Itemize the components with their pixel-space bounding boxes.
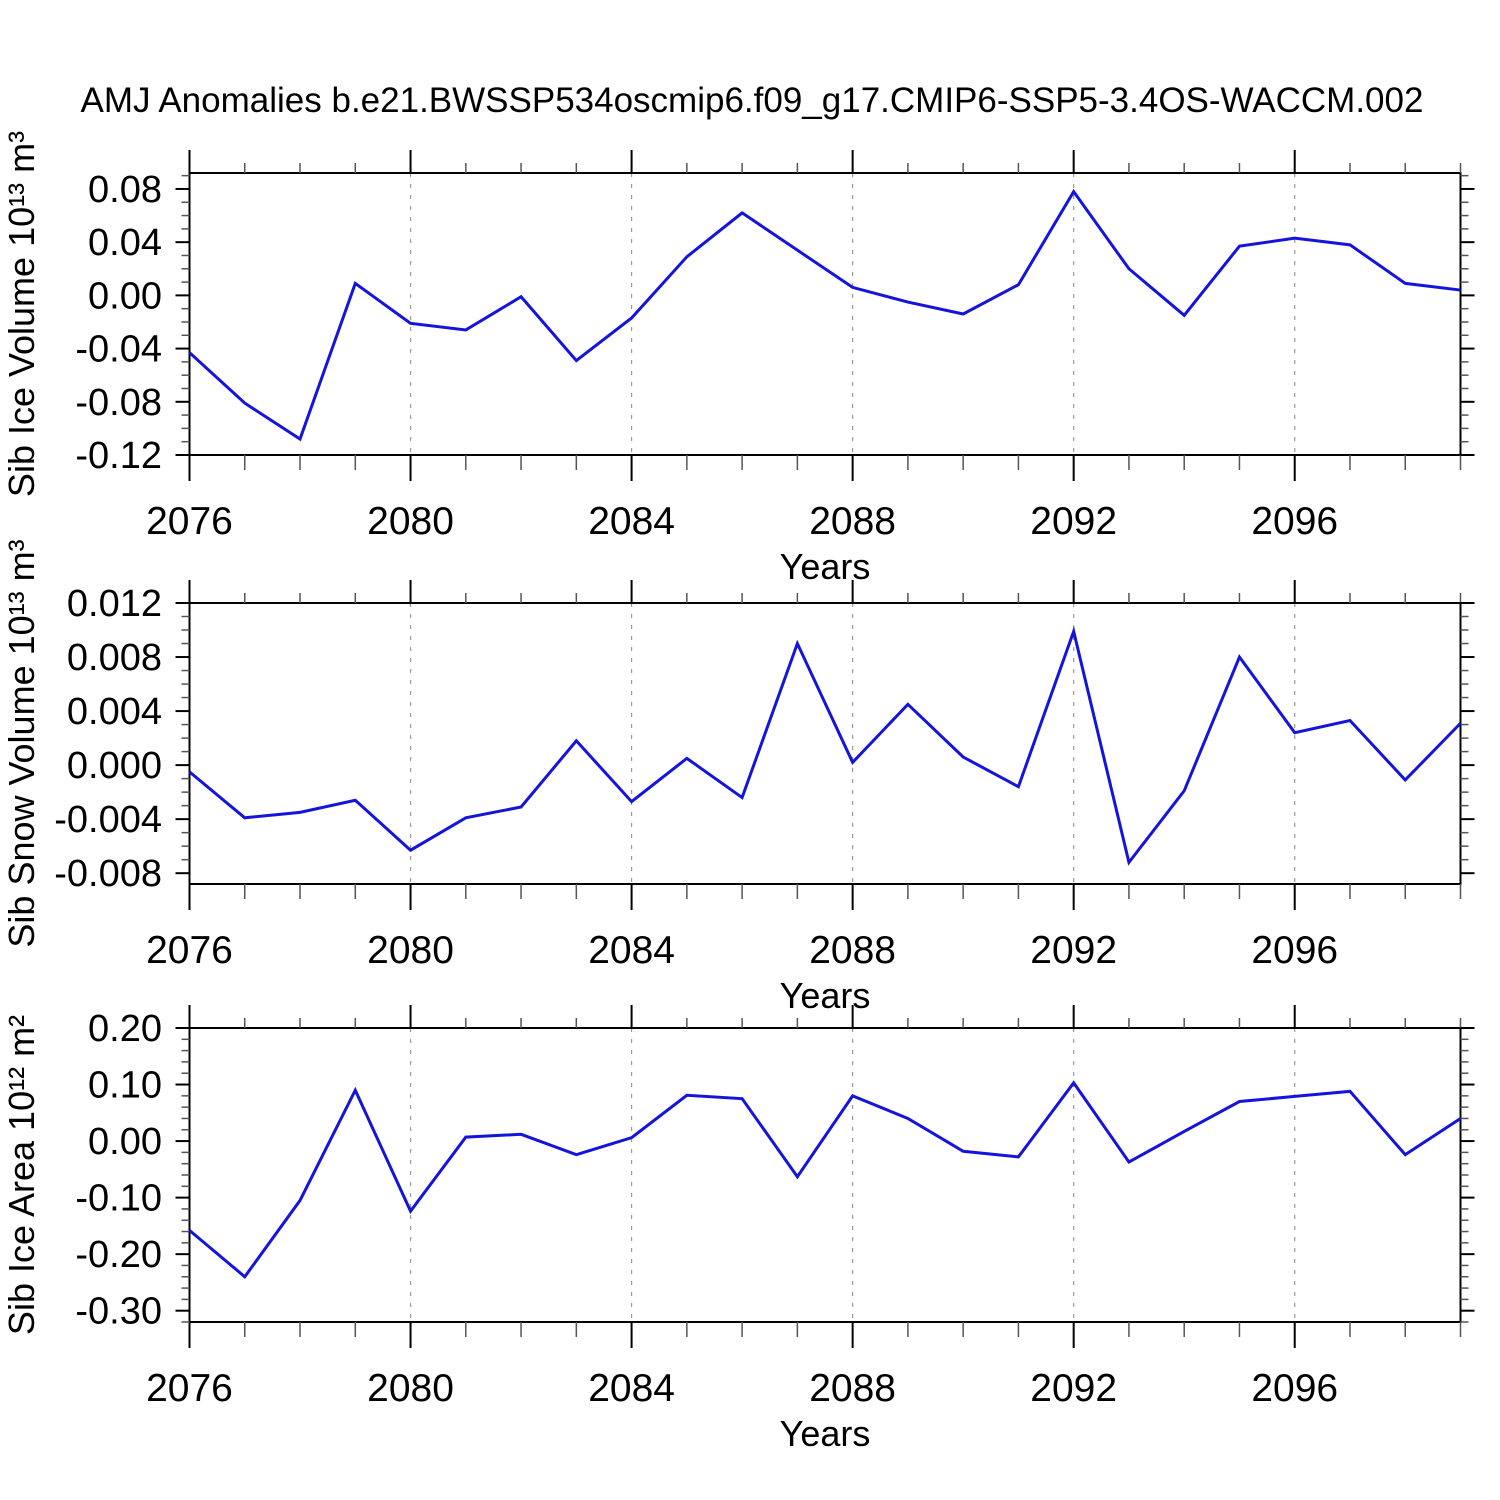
panels-group: 0.08 0.04 0.00 -0.04 -0.08 -0.12 2076 2080 2084 2… — [1, 131, 1475, 1454]
x-tick-label: 2092 — [1030, 500, 1117, 543]
y-tick-label: 0.04 — [88, 222, 162, 264]
x-tick-label: 2084 — [588, 929, 675, 972]
x-tick-label: 2096 — [1251, 929, 1338, 972]
y-tick-label: 0.20 — [88, 1008, 162, 1050]
y-tick-label: -0.10 — [75, 1178, 162, 1220]
x-tick-label: 2076 — [146, 1367, 233, 1410]
y-axis-label: Sib Ice Volume 10¹³ m³ — [1, 131, 42, 497]
x-tick-label: 2088 — [809, 929, 896, 972]
data-line — [188, 188, 1461, 442]
x-tick-label: 2096 — [1251, 1367, 1338, 1410]
y-tick-label: 0.004 — [67, 691, 162, 733]
y-tick-label: 0.012 — [67, 583, 162, 625]
y-tick-label: -0.004 — [54, 799, 162, 841]
x-axis-label: Years — [780, 546, 871, 587]
x-tick-label: 2096 — [1251, 500, 1338, 543]
y-axis-label: Sib Ice Area 10¹² m² — [1, 1015, 42, 1335]
x-axis-label: Years — [780, 975, 871, 1016]
y-tick-label: -0.08 — [75, 382, 162, 424]
y-tick-label: 0.10 — [88, 1065, 162, 1107]
plot-frame — [188, 1027, 1462, 1323]
x-tick-label: 2092 — [1030, 929, 1117, 972]
y-tick-label: 0.000 — [67, 745, 162, 787]
x-tick-label: 2084 — [588, 1367, 675, 1410]
panel-snow-volume: 0.012 0.008 0.004 0.000 -0.004 -0.008 2076 2080… — [1, 539, 1475, 1016]
y-axis-label: Sib Snow Volume 10¹³ m³ — [1, 539, 42, 947]
y-tick-label: 0.08 — [88, 169, 162, 211]
y-tick-label: -0.008 — [54, 853, 162, 895]
x-tick-label: 2088 — [809, 1367, 896, 1410]
y-tick-label: -0.04 — [75, 329, 162, 371]
x-axis-label: Years — [780, 1413, 871, 1454]
x-tick-label: 2080 — [367, 929, 454, 972]
chart-title: AMJ Anomalies b.e21.BWSSP534oscmip6.f09_… — [81, 81, 1424, 120]
y-tick-label: -0.30 — [75, 1291, 162, 1333]
data-line — [188, 626, 1462, 866]
x-tick-label: 2080 — [367, 500, 454, 543]
x-tick-label: 2076 — [146, 929, 233, 972]
panel-ice-area: 0.20 0.10 0.00 -0.10 -0.20 -0.30 2076 2080 2084 2… — [1, 1005, 1475, 1454]
x-tick-label: 2092 — [1030, 1367, 1117, 1410]
x-tick-label: 2080 — [367, 1367, 454, 1410]
x-tick-label: 2088 — [809, 500, 896, 543]
y-tick-label: 0.00 — [88, 1121, 162, 1163]
plot-frame — [188, 602, 1462, 885]
x-tick-label: 2084 — [588, 500, 675, 543]
data-line — [188, 1080, 1462, 1279]
x-tick-label: 2076 — [146, 500, 233, 543]
y-tick-label: 0.008 — [67, 637, 162, 679]
y-tick-label: -0.20 — [75, 1234, 162, 1276]
plot-frame — [188, 172, 1462, 456]
y-tick-label: -0.12 — [75, 435, 162, 477]
y-tick-label: 0.00 — [88, 275, 162, 317]
panel-ice-volume: 0.08 0.04 0.00 -0.04 -0.08 -0.12 2076 2080 2084 2… — [1, 131, 1475, 587]
